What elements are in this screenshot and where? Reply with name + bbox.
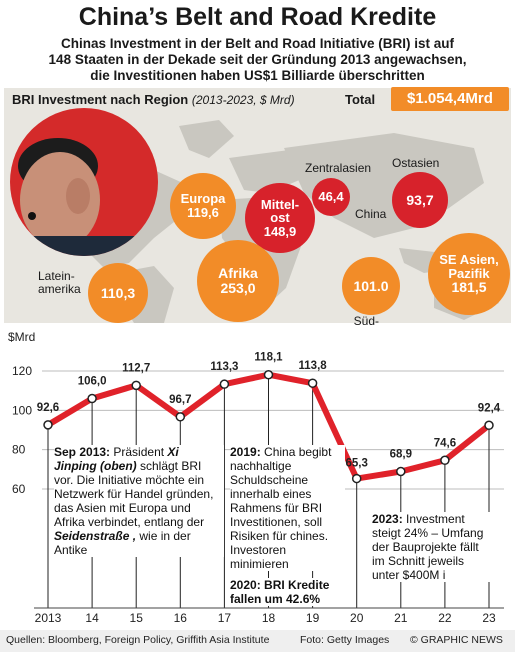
data-label: 68,9	[390, 448, 412, 460]
data-point	[396, 466, 406, 477]
bubble-mittelost-value: 148,9	[263, 223, 297, 239]
data-label: 118,1	[254, 352, 283, 364]
x-tick-label: 23	[482, 611, 496, 625]
bubble-ostasien: 93,7	[392, 172, 448, 228]
bubble-europa: Europa 119,6	[170, 173, 236, 239]
bubble-suedasien-value: 101.0	[353, 277, 389, 294]
x-tick-label: 15	[130, 611, 144, 625]
bubble-se-asien: SE Asien, Pazifik 181,5	[428, 233, 510, 315]
data-point	[219, 379, 230, 389]
y-tick-label: 120	[12, 364, 32, 378]
data-point	[351, 473, 362, 484]
line-chart: $Mrd 120 100 80 60 2013 14 15 16 17 18 19 20 21 22 23 92…	[8, 330, 504, 625]
label-china: China	[355, 207, 387, 221]
bubble-ostasien-value: 93,7	[406, 191, 434, 208]
map-heading-text: BRI Investment nach Region	[12, 92, 189, 107]
land-greenland	[179, 120, 234, 158]
data-point	[440, 455, 450, 466]
footer-photo: Foto: Getty Images	[300, 634, 390, 646]
bubble-afrika: Afrika 253,0	[197, 240, 279, 322]
chart-subtitle: Chinas Investment in der Belt and Road I…	[48, 36, 467, 83]
data-point	[263, 369, 274, 380]
x-tick-label: 17	[218, 611, 232, 625]
total-value: $1.054,4Mrd	[391, 87, 509, 111]
annotation-2019-text: China begibt nachhaltige Schuldscheine i…	[230, 445, 332, 571]
x-tick-label: 22	[438, 611, 452, 625]
portrait-illustration	[10, 138, 158, 256]
annotation-sep2013-t1: Präsident	[110, 445, 168, 459]
bubble-europa-value: 119,6	[187, 205, 219, 220]
annotation-2020-head: 2020: BRI Kredite fallen um 42.6%	[230, 578, 330, 606]
footer-credit: © GRAPHIC NEWS	[410, 634, 503, 646]
annotation-2023: 2023: Investment steigt 24% – Umfang der…	[372, 512, 490, 582]
y-tick-label: 60	[12, 482, 26, 496]
data-label: 113,8	[299, 360, 328, 372]
annotation-sep2013-name: Xi Jinping (oben)	[54, 445, 179, 473]
data-label: 96,7	[169, 394, 191, 406]
annotation-sep2013-t3: wie in der Antike	[54, 529, 191, 557]
y-axis-unit: $Mrd	[8, 330, 35, 344]
bubble-se-asien-label: SE Asien, Pazifik	[439, 252, 499, 281]
bubble-zentralasien-value: 46,4	[318, 189, 344, 205]
x-tick-label: 14	[85, 611, 99, 625]
data-point	[307, 378, 318, 388]
total-label: Total	[345, 92, 376, 107]
x-tick-label: 19	[306, 611, 320, 625]
annotation-sep2013-t2: schlägt BRI vor. Die Initiative möchte e…	[54, 459, 214, 529]
data-label: 74,6	[434, 437, 456, 449]
x-tick-label: 20	[350, 611, 364, 625]
data-label: 113,3	[210, 361, 238, 373]
data-label: 65,3	[346, 458, 368, 470]
annotation-sep2013: Sep 2013: Präsident Xi Jinping (oben) sc…	[54, 445, 224, 557]
footer: Quellen: Bloomberg, Foreign Policy, Grif…	[0, 630, 515, 652]
bubble-lateinamerika-value: 110,3	[100, 284, 136, 301]
data-point	[175, 412, 186, 422]
bubble-afrika-value: 253,0	[220, 280, 256, 296]
bubble-mittelost: Mittel- ost 148,9	[245, 183, 315, 253]
annotation-sep2013-road: Seidenstraße ,	[54, 529, 137, 543]
x-tick-label: 21	[394, 611, 408, 625]
map-period: (2013-2023, $ Mrd)	[191, 93, 295, 107]
label-ostasien: Ostasien	[392, 156, 440, 170]
annotation-2023-head: 2023:	[372, 512, 403, 526]
portrait-photo	[10, 108, 158, 256]
bubble-europa-label: Europa	[180, 191, 226, 207]
annotation-sep2013-head: Sep 2013:	[54, 445, 111, 459]
map-heading: BRI Investment nach Region (2013-2023, $…	[12, 92, 295, 107]
data-label: 106,0	[78, 376, 107, 388]
bubble-lateinamerika: 110,3	[88, 263, 148, 323]
x-tick-label: 18	[262, 611, 276, 625]
data-label: 92,6	[37, 402, 59, 414]
annotation-2023-text: Investment steigt 24% – Umfang der Baupr…	[372, 512, 484, 582]
x-tick-label: 2013	[35, 611, 62, 625]
label-zentralasien: Zentralasien	[305, 161, 372, 175]
annotation-2019: 2019: China begibt nachhaltige Schuldsch…	[230, 445, 345, 571]
bubble-suedasien: 101.0	[342, 257, 400, 315]
footer-sources: Quellen: Bloomberg, Foreign Policy, Grif…	[6, 634, 270, 646]
chart-title: China’s Belt and Road Kredite	[78, 3, 437, 31]
data-label: 112,7	[122, 362, 150, 374]
annotation-2020: 2020: BRI Kredite fallen um 42.6%	[230, 578, 345, 606]
data-point	[87, 393, 97, 404]
bubble-mittelost-label: Mittel- ost	[260, 196, 300, 226]
data-point	[484, 420, 494, 431]
y-tick-label: 100	[12, 403, 32, 417]
y-tick-label: 80	[12, 443, 26, 457]
bubble-se-asien-value: 181,5	[451, 279, 487, 296]
bubble-afrika-label: Afrika	[218, 265, 258, 282]
annotation-2019-head: 2019:	[230, 445, 261, 459]
land-europe	[229, 150, 304, 193]
data-label: 92,4	[478, 402, 501, 414]
bubble-zentralasien: 46,4	[312, 178, 350, 216]
x-tick-label: 16	[174, 611, 188, 625]
data-point	[131, 380, 141, 391]
label-lateinamerika: Latein- amerika	[38, 269, 81, 296]
data-point	[43, 420, 53, 430]
